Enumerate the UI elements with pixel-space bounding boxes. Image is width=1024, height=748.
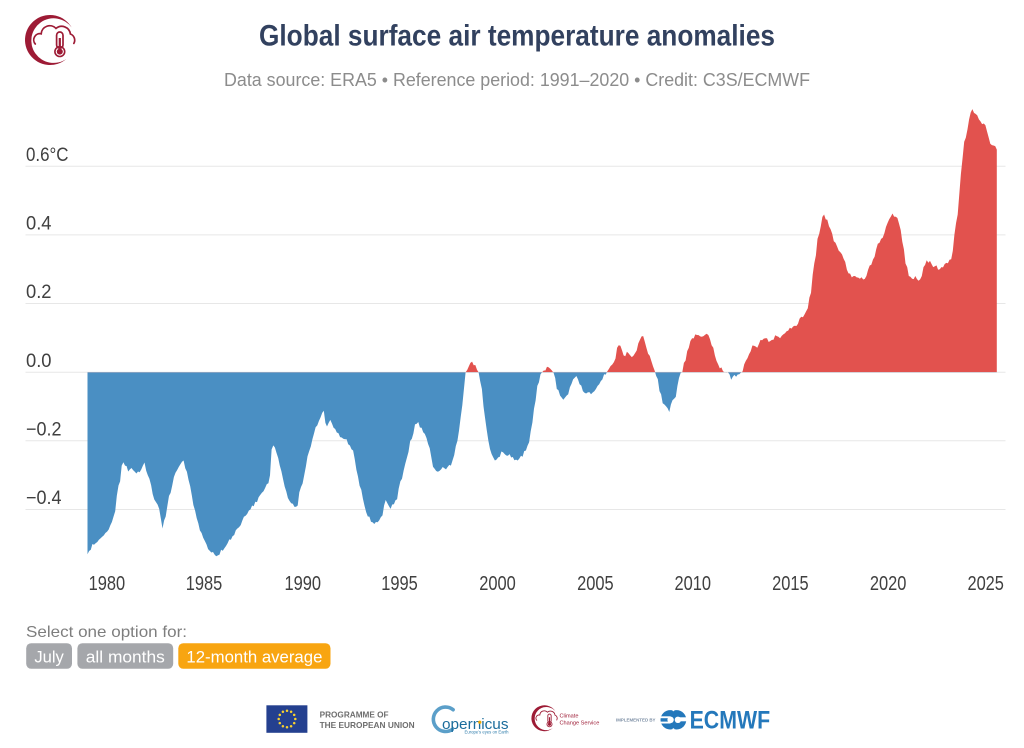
svg-text:0.6°C: 0.6°C bbox=[26, 145, 69, 166]
svg-text:0.0: 0.0 bbox=[26, 351, 52, 372]
svg-text:Change Service: Change Service bbox=[560, 721, 600, 727]
svg-text:Climate: Climate bbox=[560, 714, 579, 720]
svg-text:−0.4: −0.4 bbox=[26, 488, 62, 509]
svg-text:opernicus: opernicus bbox=[442, 717, 509, 733]
svg-text:0.4: 0.4 bbox=[26, 214, 52, 235]
svg-text:2020: 2020 bbox=[870, 573, 907, 595]
svg-text:2005: 2005 bbox=[577, 573, 614, 595]
svg-text:all months: all months bbox=[86, 647, 165, 666]
svg-text:1990: 1990 bbox=[285, 573, 322, 595]
svg-text:ECMWF: ECMWF bbox=[690, 707, 771, 734]
svg-text:1985: 1985 bbox=[186, 573, 223, 595]
svg-text:Data source: ERA5 • Reference: Data source: ERA5 • Reference period: 19… bbox=[224, 69, 810, 90]
svg-text:July: July bbox=[34, 647, 64, 666]
svg-text:Select one option for:: Select one option for: bbox=[26, 624, 187, 641]
svg-text:THE EUROPEAN UNION: THE EUROPEAN UNION bbox=[320, 720, 415, 730]
svg-text:2015: 2015 bbox=[772, 573, 809, 595]
svg-text:12-month average: 12-month average bbox=[186, 647, 322, 666]
svg-text:Europe’s eyes on Earth: Europe’s eyes on Earth bbox=[465, 729, 510, 734]
svg-text:2010: 2010 bbox=[675, 573, 712, 595]
svg-text:1980: 1980 bbox=[89, 573, 126, 595]
svg-text:PROGRAMME OF: PROGRAMME OF bbox=[320, 709, 389, 719]
svg-text:1995: 1995 bbox=[381, 573, 418, 595]
svg-text:IMPLEMENTED BY: IMPLEMENTED BY bbox=[616, 717, 656, 722]
svg-text:0.2: 0.2 bbox=[26, 282, 52, 303]
svg-text:2025: 2025 bbox=[967, 573, 1004, 595]
svg-text:2000: 2000 bbox=[479, 573, 516, 595]
svg-text:−0.2: −0.2 bbox=[26, 420, 62, 441]
svg-text:Global surface air temperature: Global surface air temperature anomalies bbox=[259, 20, 775, 53]
